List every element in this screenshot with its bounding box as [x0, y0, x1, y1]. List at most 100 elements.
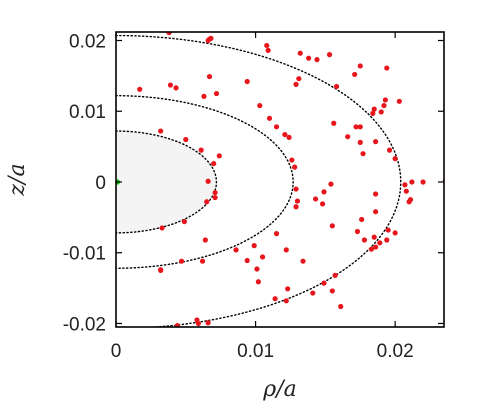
- data-point: [392, 230, 398, 236]
- data-point: [255, 279, 261, 285]
- data-point: [385, 227, 391, 233]
- data-point: [183, 136, 189, 143]
- data-point: [370, 110, 376, 116]
- y-tick-label: 0.02: [69, 31, 106, 52]
- reference-curves: [116, 34, 402, 327]
- data-point: [333, 83, 340, 90]
- data-point: [259, 254, 266, 260]
- data-point: [206, 73, 213, 80]
- data-point: [173, 85, 179, 91]
- data-point: [244, 78, 250, 85]
- data-point: [409, 179, 415, 185]
- data-point: [353, 124, 359, 130]
- data-point: [265, 47, 271, 53]
- x-tick-label: 0.01: [237, 341, 274, 362]
- data-points: [116, 32, 444, 327]
- data-point: [293, 186, 299, 192]
- data-point: [254, 266, 260, 272]
- data-point: [314, 56, 320, 63]
- data-point: [137, 86, 143, 92]
- data-point: [300, 258, 306, 264]
- data-point: [257, 102, 263, 109]
- data-point: [293, 81, 299, 87]
- data-point: [294, 198, 301, 204]
- data-point: [396, 98, 402, 104]
- data-point: [312, 196, 319, 202]
- data-point: [345, 134, 351, 140]
- data-point: [282, 131, 288, 138]
- data-point: [382, 97, 388, 103]
- data-point: [328, 181, 334, 187]
- data-point: [306, 55, 312, 61]
- data-point: [205, 178, 211, 184]
- data-point: [368, 246, 375, 252]
- plot-frame: [115, 31, 445, 328]
- data-point: [181, 218, 187, 225]
- data-point: [179, 258, 185, 264]
- data-point: [264, 42, 270, 49]
- data-point: [331, 120, 337, 126]
- data-point: [386, 147, 393, 153]
- data-point: [373, 191, 379, 197]
- data-point: [381, 102, 387, 109]
- data-point: [420, 179, 426, 185]
- data-point: [296, 76, 302, 82]
- data-point: [198, 147, 204, 153]
- data-point: [373, 209, 379, 215]
- data-point: [213, 90, 220, 97]
- data-point: [286, 134, 292, 141]
- dotted-contour-2: [116, 94, 294, 269]
- data-point: [174, 322, 181, 327]
- data-point: [319, 201, 326, 207]
- data-point: [360, 151, 366, 157]
- data-point: [212, 189, 218, 196]
- dotted-contour-3: [116, 34, 402, 327]
- data-point: [371, 234, 377, 240]
- data-point: [373, 139, 379, 145]
- data-point: [283, 298, 289, 304]
- data-point: [326, 52, 333, 58]
- data-point: [352, 71, 358, 78]
- data-point: [297, 50, 303, 56]
- data-point: [407, 197, 414, 203]
- data-point: [329, 223, 335, 229]
- data-point: [361, 237, 368, 243]
- data-point: [332, 272, 338, 278]
- data-point: [403, 188, 409, 194]
- data-point: [233, 247, 239, 253]
- data-point: [195, 320, 201, 327]
- data-point: [244, 257, 250, 264]
- data-point: [208, 35, 214, 41]
- data-point: [199, 258, 206, 264]
- data-point: [293, 204, 299, 210]
- data-point: [285, 286, 291, 292]
- y-tick-label: 0.01: [69, 102, 106, 123]
- data-point: [205, 320, 211, 326]
- y-tick-label: -0.02: [63, 314, 106, 335]
- data-point: [212, 194, 218, 201]
- data-point: [266, 115, 273, 121]
- data-point: [158, 128, 164, 134]
- data-point: [204, 199, 210, 205]
- data-point: [273, 124, 280, 130]
- data-point: [384, 237, 390, 243]
- y-tick-label: 0: [95, 173, 106, 194]
- data-point: [202, 237, 208, 243]
- data-point: [384, 65, 390, 71]
- x-tick-label: 0.02: [377, 341, 414, 362]
- data-point: [158, 267, 164, 273]
- data-point: [371, 106, 377, 112]
- data-point: [321, 189, 327, 195]
- x-tick-label: 0: [111, 341, 122, 362]
- y-tick-label: -0.01: [63, 244, 106, 265]
- data-point: [211, 160, 217, 167]
- data-point: [289, 157, 295, 163]
- inner-filled-region: [116, 131, 217, 233]
- data-point: [159, 225, 165, 231]
- data-point: [357, 63, 363, 69]
- data-point: [357, 124, 363, 130]
- data-point: [273, 231, 280, 237]
- data-point: [359, 216, 365, 223]
- data-point: [321, 280, 327, 286]
